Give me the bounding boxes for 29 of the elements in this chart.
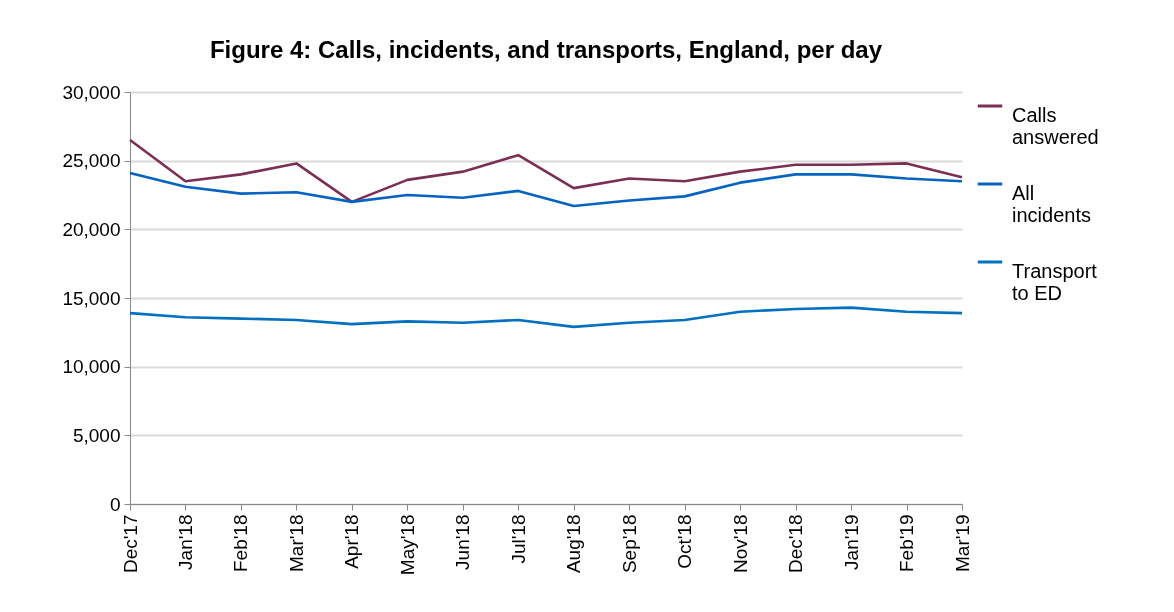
legend-label: Calls answered <box>1012 104 1099 148</box>
x-tick-label: Jul'18 <box>507 514 529 564</box>
y-tick-label: 25,000 <box>62 150 121 172</box>
x-tick-label: Nov'18 <box>729 514 751 574</box>
legend-label: All incidents <box>1012 182 1091 226</box>
x-tick-label: Jan'19 <box>840 514 862 570</box>
x-tick-label: Aug'18 <box>563 514 585 574</box>
y-tick-label: 20,000 <box>62 218 121 240</box>
x-tick-label: Jan'18 <box>174 514 196 570</box>
x-tick-label: Apr'18 <box>341 514 363 569</box>
chart-title: Figure 4: Calls, incidents, and transports, England, per day <box>209 36 883 63</box>
x-tick-label: Mar'19 <box>951 514 973 572</box>
x-tick-label: Mar'18 <box>285 514 307 572</box>
x-tick-label: Sep'18 <box>618 514 640 574</box>
legend-label: Transport to ED <box>1012 260 1098 304</box>
y-tick-label: 0 <box>109 493 121 515</box>
x-tick-label: Feb'18 <box>230 514 252 573</box>
x-tick-label: Dec'18 <box>785 514 807 574</box>
y-tick-label: 30,000 <box>62 81 121 103</box>
x-tick-label: Jun'18 <box>452 514 474 570</box>
line-series <box>128 306 964 329</box>
x-tick-label: Dec'17 <box>119 514 141 574</box>
line-series <box>128 171 964 208</box>
x-tick-label: Oct'18 <box>674 514 696 569</box>
x-tick-label: May'18 <box>396 514 418 576</box>
y-tick-label: 15,000 <box>62 287 121 309</box>
x-tick-label: Feb'19 <box>896 514 918 573</box>
y-tick-label: 10,000 <box>62 356 121 378</box>
y-tick-label: 5,000 <box>72 424 121 446</box>
